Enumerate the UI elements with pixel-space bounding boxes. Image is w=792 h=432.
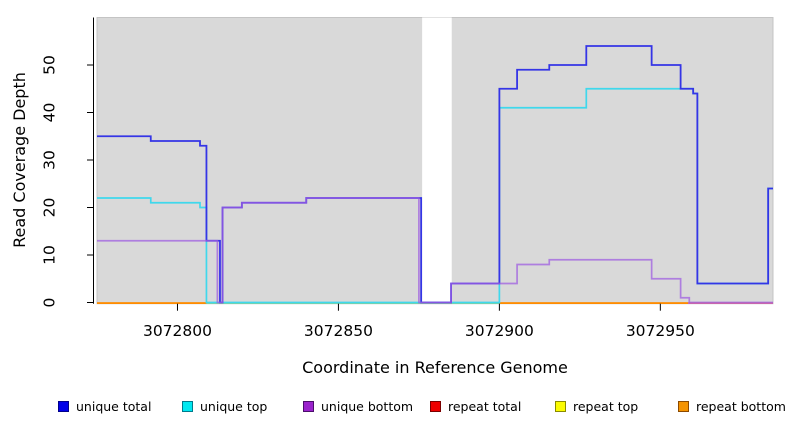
y-axis-title: Read Coverage Depth <box>10 72 29 248</box>
y-tick-label: 20 <box>41 198 59 218</box>
y-tick-label: 0 <box>41 298 59 308</box>
x-axis-title: Coordinate in Reference Genome <box>302 358 568 377</box>
y-tick-label: 50 <box>41 55 59 75</box>
x-tick-label: 3072900 <box>465 322 534 340</box>
x-tick-label: 3072800 <box>143 322 212 340</box>
x-tick-label: 3072850 <box>304 322 373 340</box>
y-tick-label: 40 <box>41 103 59 123</box>
series-line-unique-bottom <box>97 197 773 304</box>
y-tick-label: 30 <box>41 150 59 170</box>
masked-region <box>422 17 452 304</box>
y-tick-label: 10 <box>41 245 59 265</box>
x-tick-label: 3072950 <box>626 322 695 340</box>
